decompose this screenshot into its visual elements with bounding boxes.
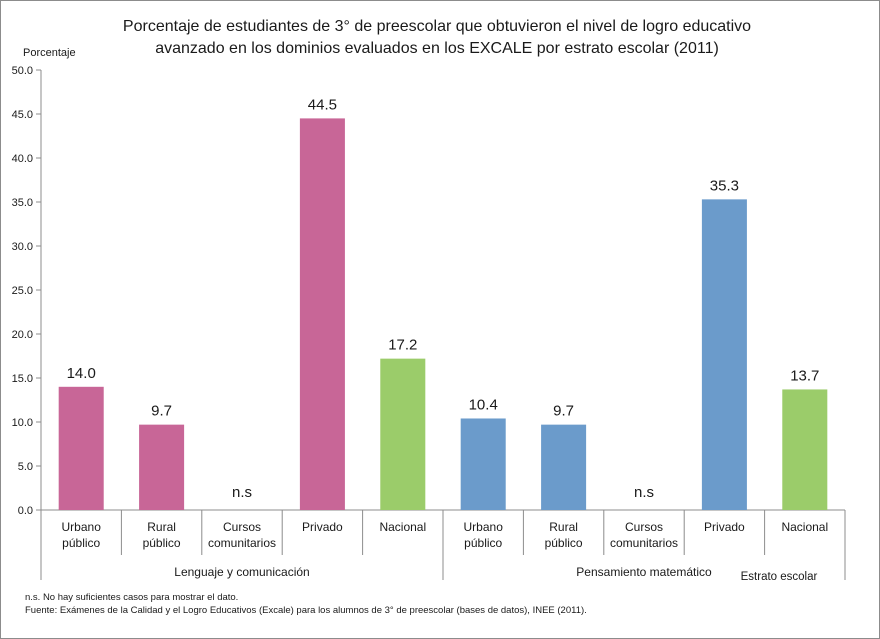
category-label: Privado <box>704 520 745 534</box>
plot-area: 0.0 5.0 10.0 15.0 20.0 25.0 30.0 35.0 40.0 45.0 50… <box>12 65 846 580</box>
category-label: público <box>545 536 583 550</box>
data-label: 9.7 <box>553 403 574 420</box>
category-label: comunitarios <box>208 536 276 550</box>
category-label: Cursos <box>625 520 663 534</box>
category-label: Urbano <box>464 520 504 534</box>
category-label: comunitarios <box>610 536 678 550</box>
data-label: 35.3 <box>710 177 739 194</box>
data-label: 17.2 <box>388 337 417 354</box>
y-tick-label: 25.0 <box>12 285 33 297</box>
category-label: público <box>464 536 502 550</box>
bar <box>380 358 426 510</box>
y-axis-label: Porcentaje <box>23 47 76 59</box>
category-label: Rural <box>147 520 176 534</box>
data-label: 44.5 <box>308 96 337 113</box>
y-tick-label: 0.0 <box>18 505 33 517</box>
category-label: público <box>143 536 181 550</box>
category-label: Rural <box>549 520 578 534</box>
category-label: Cursos <box>223 520 261 534</box>
y-tick-label: 15.0 <box>12 373 33 385</box>
bar <box>701 199 747 511</box>
chart-title-line1: Porcentaje de estudiantes de 3° de prees… <box>123 18 751 35</box>
y-tick-label: 40.0 <box>12 153 33 165</box>
category-label: público <box>62 536 100 550</box>
y-tick-label: 30.0 <box>12 241 33 253</box>
bar <box>541 424 587 510</box>
bar <box>139 424 185 510</box>
data-label: 10.4 <box>469 396 498 413</box>
x-axis-label: Estrato escolar <box>741 571 818 583</box>
category-label: Nacional <box>379 520 426 534</box>
y-tick-label: 35.0 <box>12 197 33 209</box>
bar <box>782 389 828 510</box>
category-label: Nacional <box>781 520 828 534</box>
data-label: 14.0 <box>67 365 96 382</box>
data-label: n.s <box>634 484 654 501</box>
footnote-ns: n.s. No hay suficientes casos para mostr… <box>25 592 239 603</box>
data-label: n.s <box>232 484 252 501</box>
y-tick-label: 45.0 <box>12 109 33 121</box>
category-label: Privado <box>302 520 343 534</box>
bar <box>460 418 506 510</box>
bar <box>58 386 104 510</box>
footnote-source: Fuente: Exámenes de la Calidad y el Logr… <box>25 605 587 616</box>
group-label: Pensamiento matemático <box>576 565 712 579</box>
y-tick-label: 10.0 <box>12 417 33 429</box>
y-tick-label: 5.0 <box>18 461 33 473</box>
category-label: Urbano <box>62 520 102 534</box>
chart-title-line2: avanzado en los dominios evaluados en lo… <box>155 40 719 57</box>
y-tick-label: 20.0 <box>12 329 33 341</box>
group-label: Lenguaje y comunicación <box>174 565 309 579</box>
bar <box>299 118 345 511</box>
y-tick-label: 50.0 <box>12 65 33 77</box>
data-label: 9.7 <box>151 403 172 420</box>
data-label: 13.7 <box>790 367 819 384</box>
